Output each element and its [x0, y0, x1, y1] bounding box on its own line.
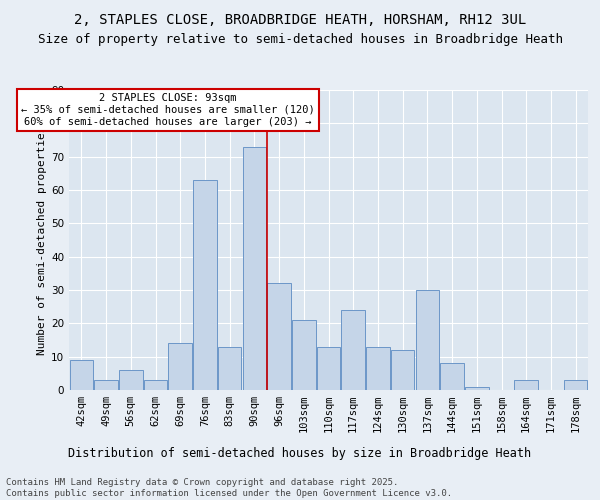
Bar	[366, 346, 389, 390]
Text: Contains HM Land Registry data © Crown copyright and database right 2025.
Contai: Contains HM Land Registry data © Crown c…	[6, 478, 452, 498]
Text: Size of property relative to semi-detached houses in Broadbridge Heath: Size of property relative to semi-detach…	[37, 32, 563, 46]
Text: 2 STAPLES CLOSE: 93sqm
← 35% of semi-detached houses are smaller (120)
60% of se: 2 STAPLES CLOSE: 93sqm ← 35% of semi-det…	[21, 94, 315, 126]
Bar	[242, 146, 266, 390]
Bar	[94, 380, 118, 390]
Y-axis label: Number of semi-detached properties: Number of semi-detached properties	[37, 125, 47, 355]
Bar	[391, 350, 415, 390]
Bar	[193, 180, 217, 390]
Bar	[169, 344, 192, 390]
Bar	[564, 380, 587, 390]
Text: Distribution of semi-detached houses by size in Broadbridge Heath: Distribution of semi-detached houses by …	[68, 448, 532, 460]
Bar	[465, 386, 488, 390]
Bar	[514, 380, 538, 390]
Bar	[268, 284, 291, 390]
Bar	[292, 320, 316, 390]
Bar	[317, 346, 340, 390]
Text: 2, STAPLES CLOSE, BROADBRIDGE HEATH, HORSHAM, RH12 3UL: 2, STAPLES CLOSE, BROADBRIDGE HEATH, HOR…	[74, 12, 526, 26]
Bar	[119, 370, 143, 390]
Bar	[70, 360, 93, 390]
Bar	[341, 310, 365, 390]
Bar	[416, 290, 439, 390]
Bar	[440, 364, 464, 390]
Bar	[144, 380, 167, 390]
Bar	[218, 346, 241, 390]
